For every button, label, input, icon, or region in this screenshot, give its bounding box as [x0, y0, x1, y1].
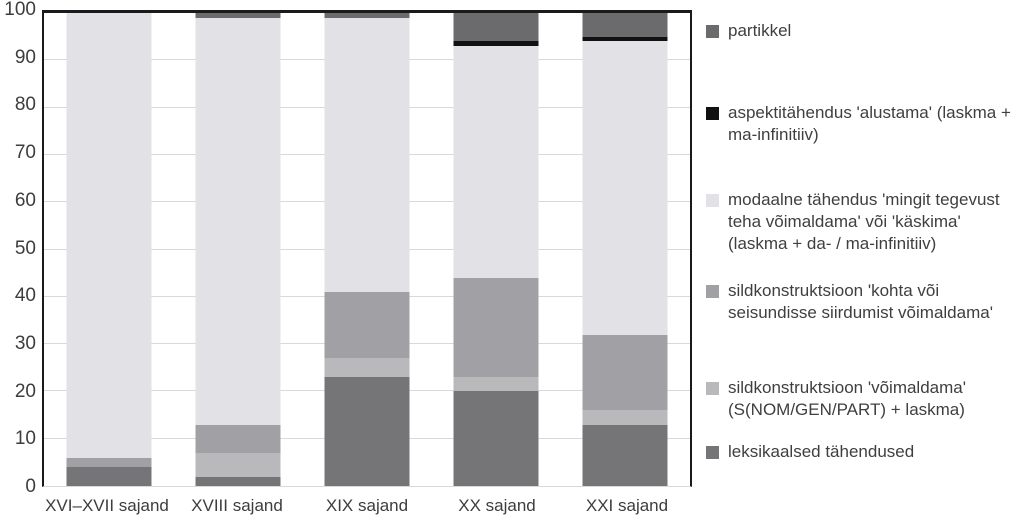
bars-row — [44, 13, 690, 486]
x-category-label: XXI sajand — [585, 496, 669, 515]
x-category-label: XIX sajand — [325, 496, 409, 515]
bar-segment — [195, 17, 281, 425]
legend-swatch — [706, 107, 719, 120]
legend-swatch — [706, 25, 719, 38]
x-category-label: XVI–XVII sajand — [45, 496, 169, 515]
y-tick-label: 50 — [14, 237, 36, 259]
bar-segment — [195, 424, 281, 453]
y-tick-label: 0 — [25, 476, 36, 497]
bar-segment — [582, 36, 668, 42]
legend-item: leksikaalsed tähendused — [706, 441, 1018, 463]
bar-slot — [173, 13, 302, 486]
y-tick-label: 30 — [14, 332, 36, 354]
stacked-bar — [195, 13, 281, 486]
stacked-bar — [453, 13, 539, 486]
legend-label: aspektitähendus 'alustama' (laskma + ma-… — [728, 103, 1011, 144]
legend-item: sildkonstruktsioon 'võimaldama' (S(NOM/G… — [706, 377, 1018, 421]
stacked-bar — [582, 13, 668, 486]
legend-swatch — [706, 446, 719, 459]
legend-label: leksikaalsed tähendused — [728, 442, 915, 461]
bar-segment — [324, 17, 410, 293]
bar-segment — [453, 391, 539, 486]
y-tick-label: 100 — [4, 0, 36, 20]
bar-segment — [66, 457, 152, 468]
legend: partikkel aspektitähendus 'alustama' (las… — [706, 20, 1018, 463]
y-tick-label: 60 — [14, 189, 36, 211]
legend-item: modaalne tähendus 'mingit tegevust teha … — [706, 189, 1018, 255]
plot-area — [42, 10, 692, 487]
stacked-bar — [66, 13, 152, 486]
bar-slot — [561, 13, 690, 486]
bar-segment — [324, 377, 410, 486]
x-axis: XVI–XVII sajand XVIII sajand XIX sajand XX … — [42, 496, 692, 516]
bar-segment — [195, 476, 281, 486]
x-category-label: XVIII sajand — [191, 496, 283, 515]
bar-segment — [324, 358, 410, 378]
legend-item: sildkonstruktsioon 'kohta või seisundiss… — [706, 280, 1018, 324]
bar-segment — [582, 334, 668, 411]
bar-segment — [66, 467, 152, 486]
x-category-label: XX sajand — [458, 496, 536, 515]
bar-segment — [453, 46, 539, 278]
bar-segment — [453, 13, 539, 42]
legend-item: aspektitähendus 'alustama' (laskma + ma-… — [706, 102, 1018, 146]
bar-segment — [195, 452, 281, 477]
bar-segment — [582, 410, 668, 425]
legend-swatch — [706, 285, 719, 298]
y-axis: 0 10 20 30 40 50 60 70 80 90 100 — [0, 0, 36, 497]
bar-segment — [453, 41, 539, 47]
legend-swatch — [706, 194, 719, 207]
y-tick-label: 80 — [14, 94, 36, 116]
bar-slot — [432, 13, 561, 486]
bar-segment — [324, 292, 410, 359]
legend-label: partikkel — [728, 21, 792, 40]
bar-segment — [582, 13, 668, 37]
bar-segment — [453, 377, 539, 392]
bar-segment — [195, 13, 281, 18]
y-tick-label: 10 — [14, 428, 36, 450]
legend-label: sildkonstruktsioon 'kohta või seisundiss… — [728, 281, 993, 322]
bar-slot — [302, 13, 431, 486]
bar-segment — [582, 424, 668, 486]
legend-label: sildkonstruktsioon 'võimaldama' (S(NOM/G… — [728, 378, 966, 419]
bar-segment — [324, 13, 410, 18]
y-tick-label: 40 — [14, 285, 36, 307]
legend-label: modaalne tähendus 'mingit tegevust teha … — [728, 190, 1000, 253]
bar-segment — [582, 41, 668, 335]
y-tick-label: 90 — [14, 46, 36, 68]
legend-swatch — [706, 382, 719, 395]
y-tick-label: 20 — [14, 380, 36, 402]
bar-slot — [44, 13, 173, 486]
bar-segment — [66, 13, 152, 458]
y-tick-label: 70 — [14, 142, 36, 164]
legend-item: partikkel — [706, 20, 1018, 42]
bar-segment — [453, 277, 539, 378]
stacked-bar — [324, 13, 410, 486]
